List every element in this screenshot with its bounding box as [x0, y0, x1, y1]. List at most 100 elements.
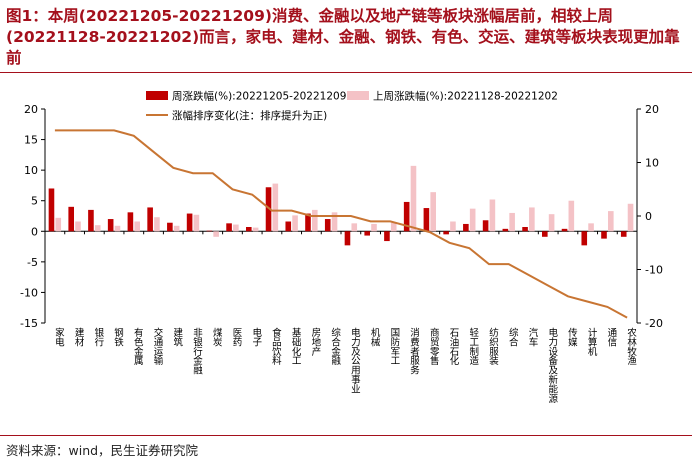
left-tick-label: -5: [27, 256, 38, 269]
bar-previous: [608, 211, 614, 232]
bar-current: [246, 227, 252, 232]
bar-previous: [430, 192, 436, 232]
bar-current: [542, 231, 548, 237]
bar-previous: [292, 215, 298, 232]
category-label: 钢铁: [114, 327, 124, 348]
bar-current: [265, 187, 272, 232]
legend-swatch-previous: [347, 91, 369, 100]
bar-current: [226, 223, 232, 232]
right-tick-label: 0: [645, 210, 652, 223]
category-label: 医药: [233, 328, 243, 348]
category-label: 综合: [509, 327, 519, 348]
bar-current: [423, 208, 430, 232]
bar-previous: [233, 224, 239, 232]
bar-previous: [173, 225, 180, 232]
right-tick-label: 10: [645, 157, 659, 170]
chart-title: 图1：本周(20221205-20221209)消费、金融以及地产链等板块涨幅居…: [6, 7, 680, 67]
category-label: 轻工制造: [470, 327, 480, 367]
category-label: 煤炭: [213, 327, 223, 348]
category-label: 机械: [371, 327, 381, 348]
bar-current: [364, 231, 370, 236]
bar-previous: [568, 200, 575, 232]
category-label: 银行: [95, 327, 105, 348]
category-label: 石油石化: [450, 328, 460, 367]
right-tick-label: -20: [645, 317, 663, 330]
category-label: 传媒: [568, 327, 578, 348]
category-label: 纺织服装: [489, 327, 499, 367]
bar-previous: [134, 221, 140, 232]
category-label: 交通运输: [154, 327, 164, 367]
legend-label-current: 周涨跌幅(%):20221205-20221209: [172, 90, 346, 103]
left-tick-label: 10: [24, 164, 38, 177]
category-label: 农林牧渔: [627, 327, 637, 367]
left-tick-label: 15: [24, 134, 38, 147]
current-week-bars: [48, 187, 627, 246]
bar-previous: [410, 165, 417, 232]
bar-previous: [75, 221, 81, 232]
bar-previous: [272, 183, 279, 232]
bar-previous: [390, 222, 397, 232]
previous-week-bars: [55, 165, 634, 237]
bar-current: [167, 222, 173, 232]
category-label: 食品饮料: [272, 327, 282, 367]
axes: -15 -10 -5 0 5 10 15 20 -20 -10 0 10 20: [20, 103, 663, 330]
bar-current: [68, 206, 74, 232]
bar-current: [305, 213, 311, 232]
bar-current: [601, 231, 607, 239]
bar-previous: [55, 217, 62, 232]
bar-current: [88, 209, 94, 232]
category-label: 国防军工: [391, 328, 401, 367]
bar-previous: [312, 209, 318, 232]
bar-previous: [331, 212, 338, 232]
category-label: 基础化工: [292, 327, 302, 367]
left-tick-label: -15: [20, 317, 38, 330]
category-label: 通信: [608, 328, 618, 348]
bar-current: [463, 223, 469, 232]
category-label: 消费者服务: [410, 327, 420, 377]
legend-label-line: 涨幅排序变化(注：排序提升为正): [172, 109, 327, 122]
bar-previous: [469, 208, 476, 232]
bar-current: [186, 213, 193, 232]
source-note: 资料来源：wind，民生证券研究院: [6, 443, 199, 458]
left-tick-label: 5: [31, 195, 38, 208]
bar-current: [384, 231, 390, 242]
chart: 周涨跌幅(%):20221205-20221209 上周涨跌幅(%):202211…: [20, 90, 663, 405]
category-label: 家电: [55, 327, 65, 348]
category-label: 建材: [75, 327, 85, 348]
bar-previous: [351, 223, 358, 232]
legend-swatch-current: [146, 91, 168, 100]
category-label: 非银行金融: [193, 327, 203, 377]
category-label: 电力设备及新能源: [548, 327, 558, 405]
bar-previous: [529, 207, 535, 232]
bar-current: [403, 201, 410, 232]
bar-current: [443, 231, 449, 235]
bar-current: [522, 227, 528, 232]
bar-previous: [94, 225, 101, 232]
bar-previous: [627, 203, 634, 232]
bar-current: [482, 220, 489, 232]
bar-current: [127, 212, 134, 232]
bar-previous: [154, 217, 160, 232]
bar-current: [147, 207, 153, 232]
bar-previous: [588, 223, 594, 232]
category-label: 计算机: [588, 327, 598, 358]
category-labels: 家电建材银行钢铁有色金属交通运输建筑非银行金融煤炭医药电子食品饮料基础化工房地产…: [55, 327, 637, 405]
bar-previous: [213, 231, 219, 237]
category-label: 有色金属: [134, 327, 144, 367]
bar-current: [620, 231, 627, 237]
left-tick-label: 20: [24, 103, 38, 116]
bar-current: [285, 221, 292, 232]
bar-current: [502, 228, 509, 232]
bar-previous: [450, 221, 456, 232]
category-label: 电力及公用事业: [351, 327, 361, 395]
bar-previous: [509, 212, 515, 232]
bar-previous: [114, 225, 121, 232]
title-rule: [0, 72, 692, 73]
category-label: 商贸零售: [430, 327, 440, 367]
category-label: 建筑: [174, 327, 184, 348]
category-label: 电子: [252, 327, 262, 348]
bar-current: [48, 188, 55, 232]
bar-current: [561, 228, 568, 232]
bar-previous: [371, 223, 377, 232]
bar-current: [581, 231, 588, 246]
